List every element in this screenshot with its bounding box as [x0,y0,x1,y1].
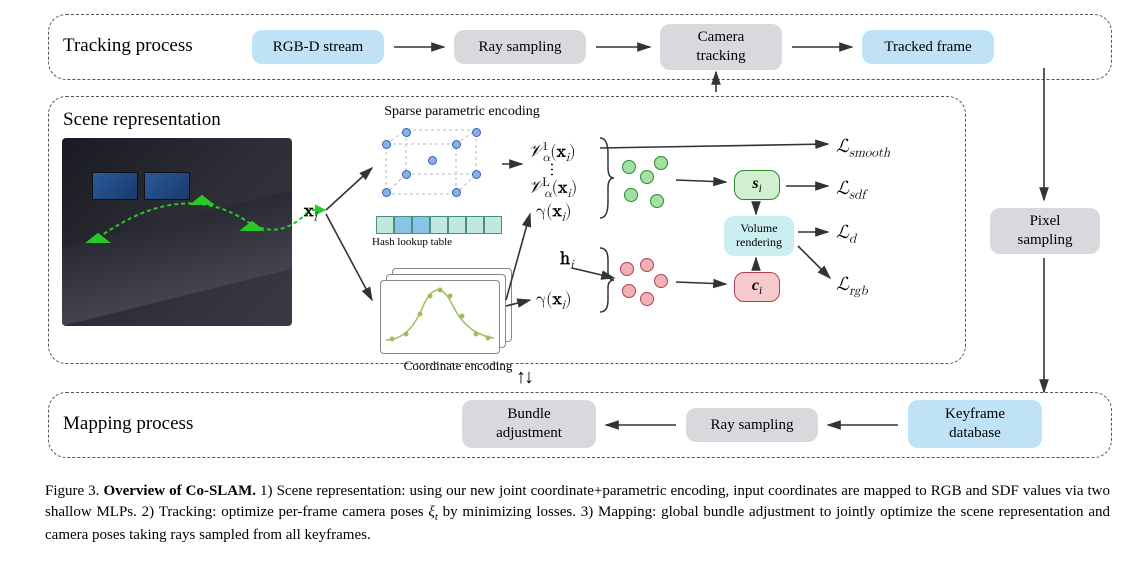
caption-title: Overview of Co-SLAM. [103,483,256,499]
figure-caption: Figure 3. Overview of Co-SLAM. 1) Scene … [45,481,1110,545]
caption-fig: Figure 3. [45,483,99,499]
arrows [0,0,1148,480]
bidir-arrows: ↑↓ [516,366,532,389]
